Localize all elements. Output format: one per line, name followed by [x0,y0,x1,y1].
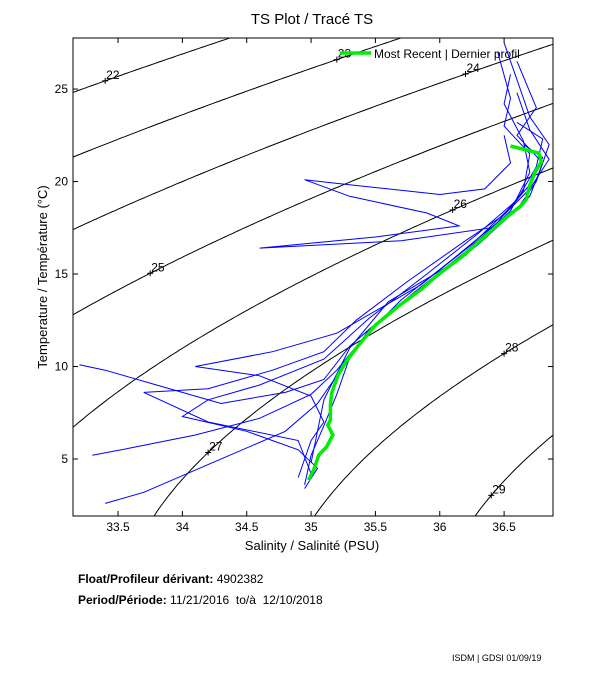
y-tick-label: 10 [55,360,69,374]
history-profile-5 [143,92,550,474]
period-info: Period/Période: 11/21/2016 to/à 12/10/20… [78,593,323,607]
isopycnal-line-24 [73,43,553,231]
float-info: Float/Profileur dérivant: 4902382 [78,572,263,586]
isopycnal-marker-26 [449,206,456,213]
isopycnal-marker-24 [462,71,469,78]
x-tick-label: 36.5 [492,520,516,534]
isopycnal-line-28 [313,324,553,516]
y-tick-label: 20 [55,175,69,189]
period-end: 12/10/2018 [262,593,323,607]
isopycnal-label: 27 [209,440,223,454]
history-profile-0 [304,42,550,486]
isopycnal-label: 26 [454,197,468,211]
isopycnal-label: 29 [492,482,506,496]
isopycnal-line-22 [73,38,232,93]
x-tick-label: 34.5 [235,520,259,534]
legend-label: Most Recent | Dernier profil [374,47,520,61]
isopycnal-label: 24 [466,61,480,75]
x-tick-label: 33.5 [106,520,130,534]
footer-credit: ISDM | GDSI 01/09/19 [452,653,542,663]
plot-frame [72,37,554,517]
isopycnal-marker-22 [102,77,109,84]
x-axis-label: Salinity / Salinité (PSU) [245,538,379,553]
isopycnal-label: 25 [151,260,165,274]
x-tick-label: 36 [433,520,447,534]
period-start: 11/21/2016 [170,593,230,607]
isopycnal-marker-23 [333,56,340,63]
x-tick-label: 34 [176,520,190,534]
isopycnal-label: 22 [106,68,120,82]
isopycnal-label: 28 [505,341,519,355]
history-profile-2 [79,61,544,405]
period-label: Period/Période: [78,593,167,607]
isopycnal-marker-27 [205,449,212,456]
period-separator: to/à [235,593,256,607]
isopycnal-line-29 [474,434,553,516]
y-tick-label: 25 [55,82,69,96]
float-id: 4902382 [216,572,264,586]
history-profile-4 [181,121,544,489]
isopycnal-marker-29 [488,492,495,499]
chart-title: TS Plot / Tracé TS [251,11,373,28]
isopycnal-marker-25 [147,270,154,277]
history-profile-6 [259,135,512,463]
float-label: Float/Profileur dérivant: [78,572,214,586]
isopycnal-line-26 [73,167,553,428]
isopycnal-line-25 [73,102,553,316]
isopycnal-line-27 [153,239,553,516]
x-tick-label: 35.5 [364,520,388,534]
y-axis-label: Temperature / Température (°C) [35,185,50,368]
isopycnal-line-23 [73,38,403,158]
isopycnal-marker-28 [501,350,508,357]
history-profile-3 [105,74,531,504]
y-tick-label: 15 [55,267,69,281]
most-recent-profile [306,144,544,481]
profiles-group [79,42,550,504]
history-profile-1 [92,51,531,456]
x-tick-label: 35 [304,520,318,534]
isopycnal-group: 2223242526272829 [73,38,553,516]
y-tick-label: 5 [61,452,68,466]
